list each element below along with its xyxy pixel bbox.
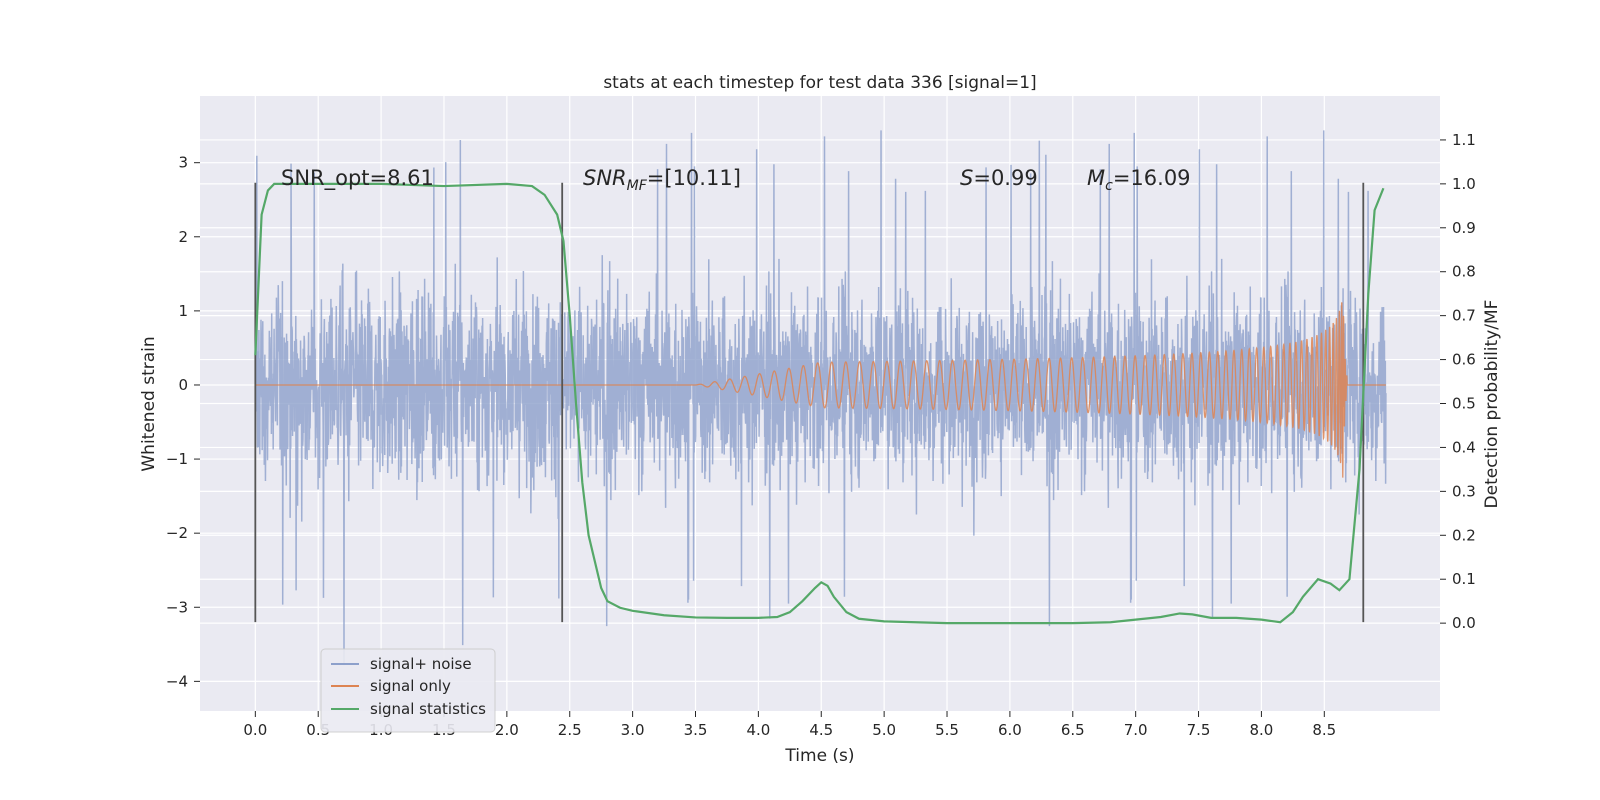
statistics-line [254, 182, 1385, 625]
y-right-tick-label: 0.5 [1452, 395, 1476, 413]
y-right-axis-label: Detection probability/MF [1482, 300, 1502, 509]
x-axis-label: Time (s) [784, 746, 854, 766]
signal-only-trace [255, 302, 1386, 478]
x-tick-label: 5.0 [872, 721, 896, 739]
y-left-tick-label: 1 [178, 302, 188, 320]
y-right-tick-label: 0.0 [1452, 614, 1476, 632]
annotation-s: S=0.99 [960, 166, 1038, 190]
x-tick-label: 6.0 [998, 721, 1022, 739]
x-tick-label: 7.5 [1187, 721, 1211, 739]
annotation-mc: Mc=16.09 [1087, 166, 1191, 194]
annotation-snr-mf: SNRMF=[10.11] [583, 166, 741, 194]
y-right-axis-ticks: 1.1 1.0 0.9 0.8 0.7 0.6 0.5 0.4 0.3 0.2 0.1 0.0 [1440, 131, 1476, 632]
y-right-tick-label: 0.4 [1452, 438, 1476, 456]
y-right-tick-label: 0.8 [1452, 263, 1476, 281]
y-left-tick-label: −4 [166, 672, 188, 690]
x-tick-label: 3.0 [621, 721, 645, 739]
y-left-tick-label: 0 [178, 376, 188, 394]
y-left-axis-ticks: 3 2 1 0 −1 −2 −3 −4 [166, 154, 200, 690]
legend-label-statistics: signal statistics [370, 700, 486, 718]
y-left-tick-label: 2 [178, 228, 188, 246]
y-left-tick-label: −1 [166, 450, 188, 468]
y-left-axis-label: Whitened strain [139, 336, 159, 471]
series-signal-only [255, 302, 1386, 478]
x-tick-label: 6.5 [1061, 721, 1085, 739]
y-right-tick-label: 0.1 [1452, 570, 1476, 588]
y-right-tick-label: 0.9 [1452, 219, 1476, 237]
y-left-tick-label: 3 [178, 154, 188, 172]
y-right-tick-label: 0.2 [1452, 526, 1476, 544]
x-tick-label: 8.0 [1249, 721, 1273, 739]
x-tick-label: 7.0 [1124, 721, 1148, 739]
x-tick-label: 4.0 [746, 721, 770, 739]
annotation-s-symbol: S [960, 166, 973, 190]
y-right-tick-label: 0.3 [1452, 482, 1476, 500]
annotation-mc-value: =16.09 [1113, 166, 1191, 190]
series-signal-statistics [254, 182, 1385, 625]
legend-label-signal-only: signal only [370, 677, 451, 695]
annotations: SNR_opt=8.61 SNRMF=[10.11] S=0.99 Mc=16.… [281, 166, 1191, 194]
legend-label-noise: signal+ noise [370, 655, 472, 673]
y-right-tick-label: 1.1 [1452, 131, 1476, 149]
x-tick-label: 3.5 [684, 721, 708, 739]
x-tick-label: 4.5 [809, 721, 833, 739]
legend-box [320, 648, 496, 733]
y-right-tick-label: 0.7 [1452, 307, 1476, 325]
x-tick-label: 8.5 [1312, 721, 1336, 739]
annotation-snr-mf-symbol: SNR [583, 166, 627, 190]
annotation-mc-symbol: M [1087, 166, 1105, 190]
annotation-mc-subscript: c [1105, 178, 1113, 194]
x-tick-label: 0.0 [243, 721, 267, 739]
annotation-snr-mf-value: =[10.11] [647, 166, 741, 190]
y-left-tick-label: −2 [166, 524, 188, 542]
x-tick-label: 2.0 [495, 721, 519, 739]
annotation-s-value: =0.99 [973, 166, 1037, 190]
annotation-snr-opt: SNR_opt=8.61 [281, 166, 434, 191]
x-tick-label: 2.5 [558, 721, 582, 739]
chart-title: stats at each timestep for test data 336… [603, 73, 1036, 93]
y-left-tick-label: −3 [166, 598, 188, 616]
y-right-tick-label: 1.0 [1452, 175, 1476, 193]
x-tick-label: 5.5 [935, 721, 959, 739]
annotation-snr-mf-subscript: MF [627, 178, 648, 194]
y-right-tick-label: 0.6 [1452, 351, 1476, 369]
legend: signal+ noise signal only signal statist… [320, 648, 496, 733]
